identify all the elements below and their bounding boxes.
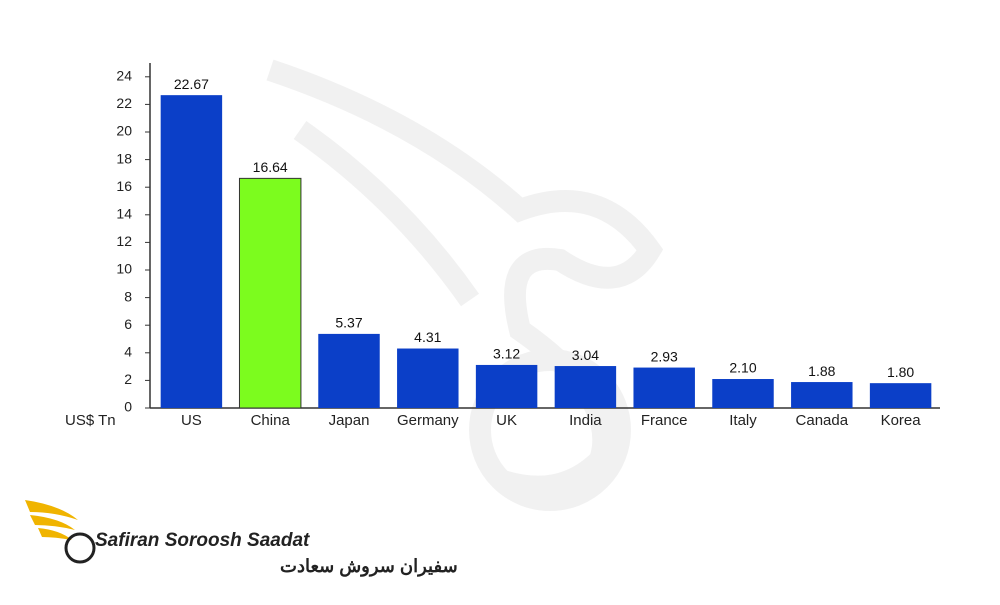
x-tick-label: France <box>641 412 688 429</box>
bar <box>238 177 302 409</box>
y-axis-label: US$ Tn <box>65 412 116 429</box>
value-label: 3.12 <box>493 346 520 362</box>
value-label: 3.04 <box>572 347 599 363</box>
y-tick-label: 6 <box>124 316 132 332</box>
value-label: 4.31 <box>414 329 441 345</box>
y-tick-label: 18 <box>116 150 132 166</box>
value-label: 2.93 <box>651 348 678 364</box>
y-tick-label: 14 <box>116 206 132 222</box>
bar <box>554 366 617 408</box>
x-tick-label: Italy <box>729 412 757 429</box>
watermark <box>266 59 664 511</box>
bar <box>712 379 774 408</box>
logo-wing <box>25 500 78 540</box>
y-tick-label: 8 <box>124 288 132 304</box>
y-tick-label: 24 <box>116 68 132 84</box>
y-tick-label: 0 <box>124 399 132 415</box>
logo-name-fa: سفیران سروش سعادت <box>280 556 458 577</box>
logo-mark <box>64 532 96 564</box>
x-tick-label: Korea <box>881 412 922 429</box>
bar <box>397 348 459 408</box>
y-tick-label: 22 <box>116 95 132 111</box>
value-label: 22.67 <box>174 76 209 92</box>
bar <box>633 367 695 408</box>
x-tick-label: Germany <box>397 412 459 429</box>
y-tick-label: 4 <box>124 344 132 360</box>
y-tick-label: 10 <box>116 261 132 277</box>
x-tick-label: US <box>181 412 202 429</box>
bar <box>791 382 853 408</box>
x-tick-label: India <box>569 412 602 429</box>
value-label: 1.80 <box>887 364 914 380</box>
logo-name: Safiran Soroosh Saadat <box>95 530 310 551</box>
y-tick-label: 20 <box>116 123 132 139</box>
x-tick-label: UK <box>496 412 517 429</box>
y-tick-label: 2 <box>124 371 132 387</box>
value-label: 5.37 <box>335 315 362 331</box>
value-label: 2.10 <box>729 360 756 376</box>
x-tick-label: Japan <box>329 412 370 429</box>
x-tick-label: Canada <box>796 412 849 429</box>
logo: Safiran Soroosh Saadat سفیران سروش سعادت <box>25 500 458 577</box>
x-tick-label: China <box>251 412 291 429</box>
value-label: 16.64 <box>253 159 288 175</box>
value-label: 1.88 <box>808 363 835 379</box>
bar <box>160 95 223 409</box>
bar <box>869 383 932 408</box>
bar <box>318 333 380 408</box>
y-tick-label: 16 <box>116 178 132 194</box>
y-tick-label: 12 <box>116 233 132 249</box>
bar <box>475 364 538 408</box>
